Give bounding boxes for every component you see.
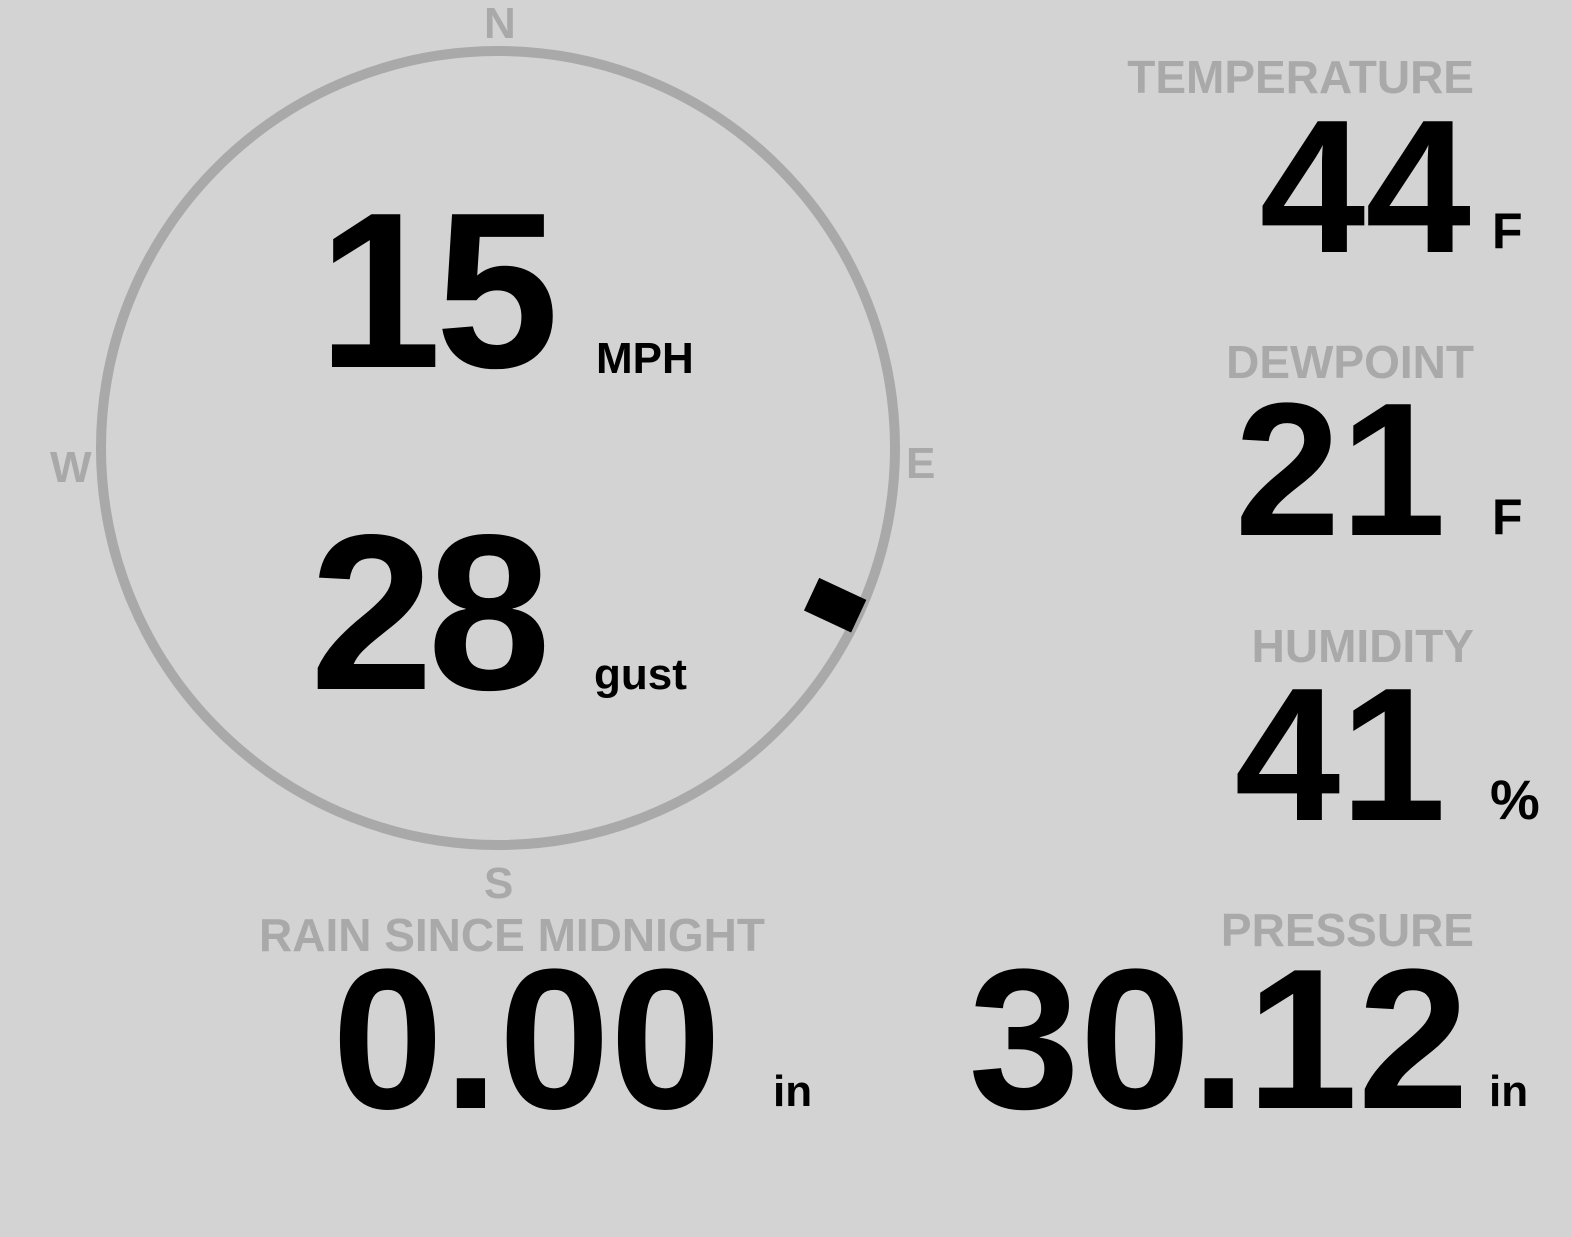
temperature-unit: F	[1492, 203, 1523, 259]
wind-gust-label: gust	[594, 650, 687, 699]
pressure-label: PRESSURE	[1220, 904, 1474, 956]
compass-north: N	[484, 0, 516, 48]
rain-value: 0.00	[332, 928, 722, 1151]
dewpoint-label: DEWPOINT	[1226, 336, 1474, 388]
pressure-value: 30.12	[968, 928, 1470, 1151]
compass-west: W	[50, 443, 92, 492]
compass-ring	[96, 46, 900, 850]
humidity-value: 41	[1234, 649, 1446, 861]
wind-speed-unit: MPH	[596, 334, 694, 383]
wind-gust-value: 28	[310, 489, 551, 737]
humidity-label: HUMIDITY	[1251, 620, 1474, 672]
temperature-label: TEMPERATURE	[1127, 51, 1474, 103]
wind-direction-marker	[803, 577, 867, 633]
dewpoint-value: 21	[1234, 364, 1446, 576]
temperature-value: 44	[1259, 81, 1471, 293]
wind-speed-value: 15	[318, 167, 559, 415]
rain-label: RAIN SINCE MIDNIGHT	[259, 909, 765, 961]
compass-east: E	[906, 439, 936, 488]
dewpoint-unit: F	[1492, 489, 1523, 545]
humidity-unit: %	[1490, 768, 1540, 831]
rain-unit: in	[773, 1067, 813, 1116]
pressure-unit: in	[1489, 1067, 1529, 1116]
compass-south: S	[484, 859, 514, 908]
